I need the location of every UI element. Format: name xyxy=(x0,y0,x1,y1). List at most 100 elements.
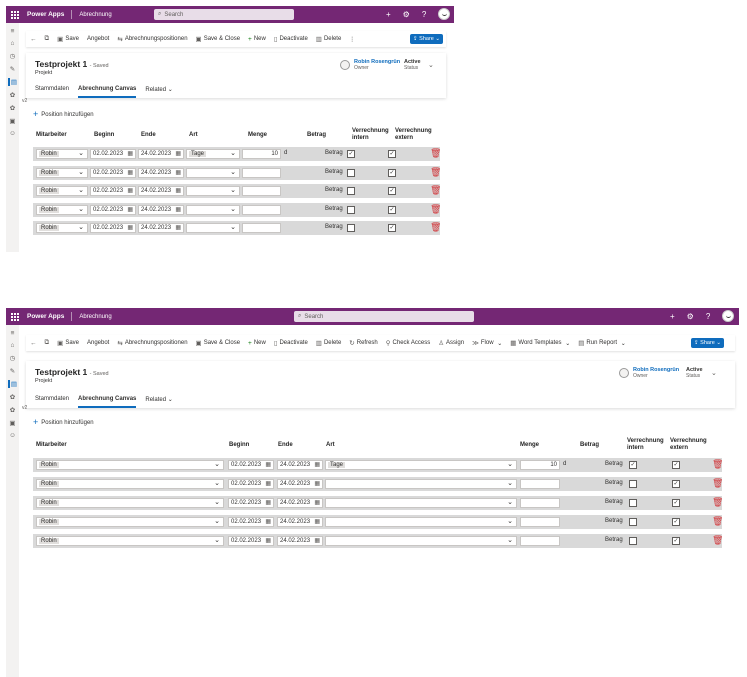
trash-icon[interactable]: 🗑 xyxy=(430,166,442,177)
calendar-icon[interactable]: ▦ xyxy=(127,169,133,176)
book-icon[interactable]: ▣ xyxy=(9,118,16,125)
menge-input[interactable] xyxy=(242,167,281,178)
verrechnung-intern-checkbox[interactable] xyxy=(629,518,637,526)
calendar-icon[interactable]: ▦ xyxy=(127,206,133,213)
calendar-icon[interactable]: ▦ xyxy=(314,481,320,487)
ende-date-input[interactable]: 24.02.2023 ▦ xyxy=(277,536,323,546)
verrechnung-extern-checkbox[interactable]: ✓ xyxy=(388,224,396,232)
verrechnung-extern-checkbox[interactable]: ✓ xyxy=(672,518,680,526)
art-select[interactable]: ⌄ xyxy=(186,186,240,196)
angebot-button[interactable]: Angebot xyxy=(87,36,110,42)
mitarbeiter-select[interactable]: Robin ⌄ xyxy=(36,517,224,527)
calendar-icon[interactable]: ▦ xyxy=(265,481,271,487)
beginn-date-input[interactable]: 02.02.2023 ▦ xyxy=(90,149,136,159)
tab-related[interactable]: Related ⌄ xyxy=(145,397,173,403)
tab-stammdaten[interactable]: Stammdaten xyxy=(35,396,70,402)
mitarbeiter-select[interactable]: Robin ⌄ xyxy=(36,204,88,215)
verrechnung-extern-checkbox[interactable]: ✓ xyxy=(672,537,680,545)
app-name[interactable]: Power Apps xyxy=(27,11,65,18)
tab-related[interactable]: Related ⌄ xyxy=(145,87,173,93)
entity-icon[interactable]: ▤ xyxy=(7,78,17,86)
calendar-icon[interactable]: ▦ xyxy=(175,188,181,194)
calendar-icon[interactable]: ▦ xyxy=(127,151,133,157)
beginn-date-input[interactable]: 02.02.2023 ▦ xyxy=(228,517,274,527)
calendar-icon[interactable]: ▦ xyxy=(314,462,320,468)
app-name[interactable]: Power Apps xyxy=(27,313,65,320)
mitarbeiter-select[interactable]: Robin ⌄ xyxy=(36,223,88,233)
environment-name[interactable]: Abrechnung xyxy=(79,11,112,18)
mitarbeiter-select[interactable]: Robin ⌄ xyxy=(36,167,88,178)
calendar-icon[interactable]: ▦ xyxy=(265,538,271,544)
menge-input[interactable] xyxy=(242,223,281,233)
tab-abrechnung-canvas[interactable]: Abrechnung Canvas xyxy=(78,86,137,98)
verrechnung-intern-checkbox[interactable]: ✓ xyxy=(347,150,355,158)
waffle-icon[interactable] xyxy=(11,10,19,19)
chevron-down-icon[interactable]: ⌄ xyxy=(711,370,717,377)
avatar[interactable] xyxy=(438,8,451,20)
gear-icon[interactable]: ✿ xyxy=(9,407,16,414)
deactivate-button[interactable]: ▯ Deactivate xyxy=(273,340,308,347)
save-button[interactable]: ▣ Save xyxy=(57,36,79,43)
gear-icon[interactable]: ✿ xyxy=(9,92,16,99)
verrechnung-extern-checkbox[interactable]: ✓ xyxy=(388,205,396,214)
owner-name[interactable]: Robin Rosengrün xyxy=(354,59,401,65)
beginn-date-input[interactable]: 02.02.2023 ▦ xyxy=(90,167,136,178)
trash-icon[interactable]: 🗑 xyxy=(430,222,442,232)
delete-button[interactable]: ▥ Delete xyxy=(315,36,342,43)
art-select[interactable]: ⌄ xyxy=(325,536,517,546)
owner-field[interactable]: Robin Rosengrün Owner xyxy=(619,367,679,379)
ende-date-input[interactable]: 24.02.2023 ▦ xyxy=(138,149,184,159)
waffle-icon[interactable] xyxy=(11,312,19,321)
verrechnung-extern-checkbox[interactable]: ✓ xyxy=(672,480,680,488)
hamburger-icon[interactable]: ≡ xyxy=(10,330,15,337)
ende-date-input[interactable]: 24.02.2023 ▦ xyxy=(138,223,184,233)
trash-icon[interactable]: 🗑 xyxy=(712,497,724,507)
trash-icon[interactable]: 🗑 xyxy=(430,203,442,214)
verrechnung-intern-checkbox[interactable]: ✓ xyxy=(629,461,637,469)
calendar-icon[interactable]: ▦ xyxy=(265,519,271,525)
menge-input[interactable] xyxy=(242,186,281,196)
plus-icon[interactable]: + xyxy=(670,311,675,321)
calendar-icon[interactable]: ▦ xyxy=(175,225,181,231)
add-position-button[interactable]: + Position hinzufügen xyxy=(33,109,94,119)
back-button[interactable]: ← xyxy=(26,340,41,347)
search-input[interactable]: ⌕ Search xyxy=(294,311,474,322)
save-close-button[interactable]: ▣ Save & Close xyxy=(195,36,241,43)
avatar[interactable] xyxy=(722,310,735,322)
calendar-icon[interactable]: ▦ xyxy=(314,538,320,544)
popout-button[interactable]: ⧉ xyxy=(41,35,54,43)
mitarbeiter-select[interactable]: Robin ⌄ xyxy=(36,460,224,470)
calendar-icon[interactable]: ▦ xyxy=(175,151,181,157)
trash-icon[interactable]: 🗑 xyxy=(430,185,442,195)
verrechnung-intern-checkbox[interactable] xyxy=(629,537,637,545)
trash-icon[interactable]: 🗑 xyxy=(430,148,442,158)
calendar-icon[interactable]: ▦ xyxy=(314,500,320,506)
pin-icon[interactable]: ✎ xyxy=(9,66,16,73)
menge-input[interactable]: 10 xyxy=(242,149,281,159)
owner-name[interactable]: Robin Rosengrün xyxy=(633,367,680,373)
assign-button[interactable]: ♙ Assign xyxy=(438,340,465,347)
verrechnung-intern-checkbox[interactable] xyxy=(629,499,637,507)
person-icon[interactable]: ☺ xyxy=(9,130,16,137)
menge-input[interactable] xyxy=(520,498,560,508)
art-select[interactable]: ⌄ xyxy=(186,204,240,215)
beginn-date-input[interactable]: 02.02.2023 ▦ xyxy=(228,536,274,546)
ende-date-input[interactable]: 24.02.2023 ▦ xyxy=(138,167,184,178)
beginn-date-input[interactable]: 02.02.2023 ▦ xyxy=(90,204,136,215)
tab-abrechnung-canvas[interactable]: Abrechnung Canvas xyxy=(78,396,137,408)
beginn-date-input[interactable]: 02.02.2023 ▦ xyxy=(228,498,274,508)
trash-icon[interactable]: 🗑 xyxy=(712,478,724,488)
art-select[interactable]: ⌄ xyxy=(186,223,240,233)
trash-icon[interactable]: 🗑 xyxy=(712,535,724,545)
trash-icon[interactable]: 🗑 xyxy=(712,516,724,526)
calendar-icon[interactable]: ▦ xyxy=(127,225,133,231)
verrechnung-intern-checkbox[interactable] xyxy=(347,187,355,195)
ende-date-input[interactable]: 24.02.2023 ▦ xyxy=(277,479,323,489)
back-button[interactable]: ← xyxy=(26,36,41,43)
tab-stammdaten[interactable]: Stammdaten xyxy=(35,86,70,92)
gear-icon[interactable]: ✿ xyxy=(9,394,16,401)
menge-input[interactable] xyxy=(242,204,281,215)
chevron-down-icon[interactable]: ⌄ xyxy=(428,62,434,69)
verrechnung-extern-checkbox[interactable]: ✓ xyxy=(672,499,680,507)
pin-icon[interactable]: ✎ xyxy=(9,368,16,375)
